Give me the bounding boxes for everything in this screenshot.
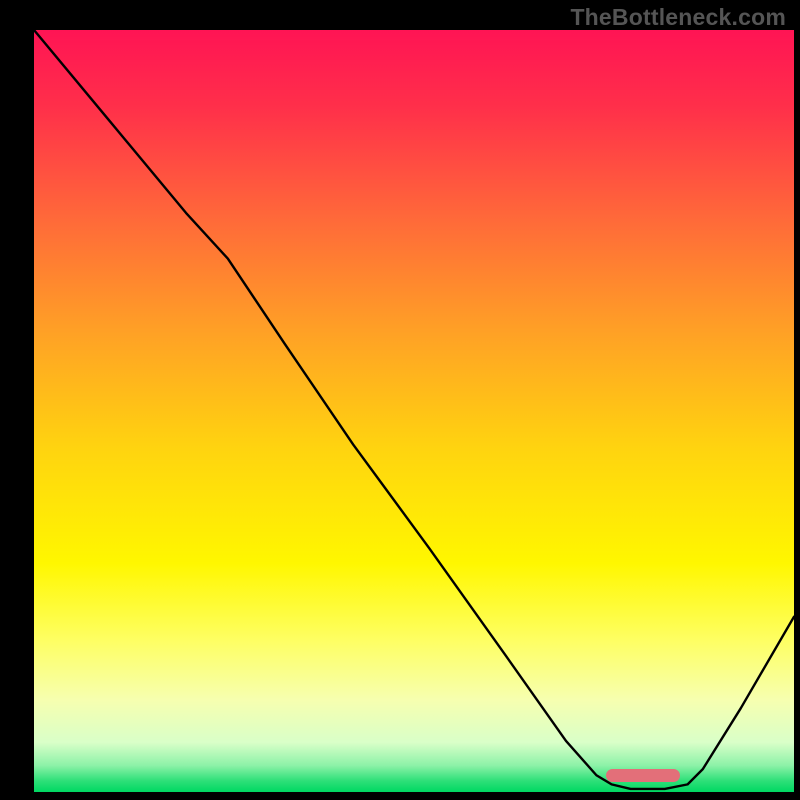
bottleneck-chart bbox=[0, 0, 800, 800]
chart-frame: TheBottleneck.com bbox=[0, 0, 800, 800]
ideal-range-marker bbox=[606, 769, 680, 782]
plot-background bbox=[34, 30, 794, 792]
